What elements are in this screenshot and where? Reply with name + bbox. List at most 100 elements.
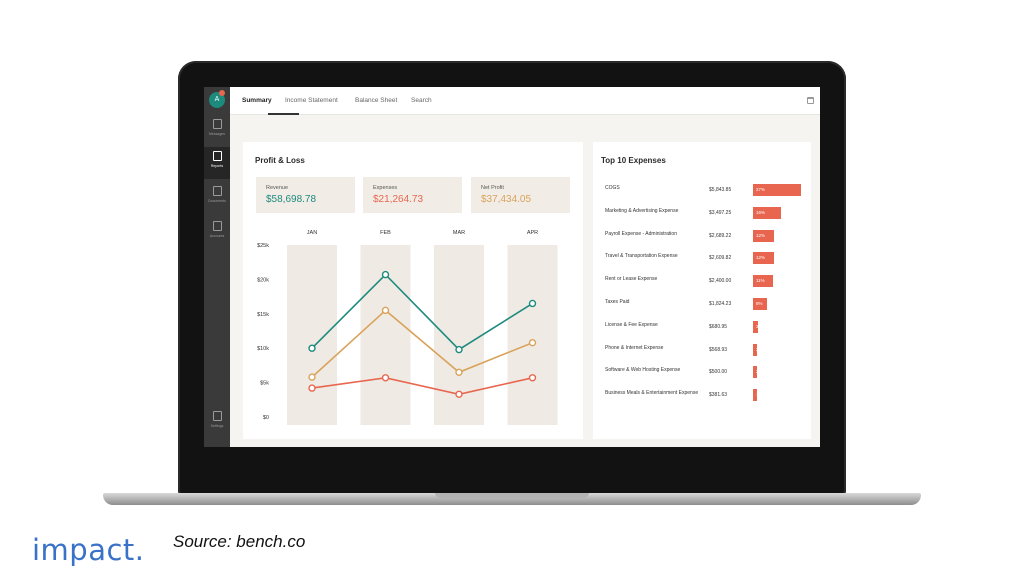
expense-amount: $500.00 <box>709 369 728 376</box>
y-tick-label: $15k <box>257 312 269 318</box>
kpi-net-profit: Net Profit $37,434.05 <box>471 177 570 213</box>
expense-percent-bar: 12% <box>753 252 775 265</box>
reports-icon <box>212 151 222 161</box>
expense-label: Payroll Expense - Administration <box>605 230 677 237</box>
data-point[interactable] <box>455 390 463 398</box>
expense-percent-bar: 2% <box>753 366 763 379</box>
sidebar-item-label: Messages <box>209 132 225 136</box>
kpi-expenses-label: Expenses <box>373 185 398 191</box>
sidebar-item-messages[interactable]: Messages <box>204 115 230 147</box>
y-tick-label: $10k <box>257 346 269 352</box>
expense-percent-bar: 11% <box>753 275 773 288</box>
kpi-expenses-value: $21,264.73 <box>373 194 424 205</box>
expense-amount: $2,400.00 <box>709 278 732 285</box>
expense-amount: $1,824.23 <box>709 301 732 307</box>
accounts-icon <box>212 221 222 231</box>
series-line-2 <box>311 376 533 396</box>
kpi-revenue-label: Revenue <box>266 185 289 191</box>
top-expenses-title: Top 10 Expenses <box>601 156 666 165</box>
top-tab-bar: Summary Income Statement Balance Sheet S… <box>230 87 820 115</box>
expense-amount: $2,609.82 <box>709 255 732 262</box>
calendar-icon[interactable] <box>807 97 814 104</box>
laptop-screen: A Messages Reports Documents Accounts Settin… <box>204 87 820 447</box>
expense-label: Phone & Internet Expense <box>605 344 664 351</box>
month-column <box>287 245 337 425</box>
expense-label: COGS <box>605 185 620 191</box>
tab-summary[interactable]: Summary <box>242 97 272 104</box>
expense-percent-bar: 1% <box>753 389 763 402</box>
x-tick-label: APR <box>527 230 538 236</box>
laptop-base <box>103 493 921 505</box>
expense-amount: $381.63 <box>709 392 728 399</box>
expense-percent-bar: 3% <box>753 320 763 333</box>
sidebar-item-accounts[interactable]: Accounts <box>204 217 230 249</box>
user-avatar[interactable]: A <box>209 92 225 108</box>
laptop-notch <box>435 493 589 498</box>
sidebar-item-label: Reports <box>210 164 224 168</box>
tab-income-statement[interactable]: Income Statement <box>285 97 338 104</box>
kpi-net-profit-label: Net Profit <box>481 185 504 191</box>
data-point[interactable] <box>528 374 537 382</box>
x-tick-label: MAR <box>453 230 465 236</box>
y-tick-label: $5k <box>260 381 269 387</box>
notification-dot <box>219 90 225 96</box>
data-point[interactable] <box>381 374 390 382</box>
app-sidebar: A Messages Reports Documents Accounts Settin… <box>204 87 230 447</box>
month-column <box>507 245 558 425</box>
profit-loss-chart: JAN FEB MAR APR $25k $20k $15k $10k $5k $0 <box>257 230 558 425</box>
month-column <box>434 245 484 425</box>
data-point[interactable] <box>528 299 537 308</box>
active-tab-indicator <box>268 113 299 115</box>
sidebar-item-label: Documents <box>208 199 226 203</box>
expense-amount: $2,689.22 <box>709 232 732 239</box>
sidebar-item-label: Settings <box>210 424 224 428</box>
expense-label: License & Fee Expense <box>605 321 658 328</box>
documents-icon <box>212 186 222 196</box>
data-point[interactable] <box>381 270 390 279</box>
expense-percent-bar: 27% <box>753 184 801 196</box>
expense-label: Rent or Lease Expense <box>605 276 658 283</box>
expense-label: Business Meals & Entertainment Expense <box>605 390 699 397</box>
data-point[interactable] <box>308 344 316 352</box>
data-point[interactable] <box>381 306 390 315</box>
settings-icon <box>212 411 222 421</box>
expense-percent-bar: 16% <box>753 206 782 219</box>
source-caption: Source: bench.co <box>173 532 306 551</box>
y-tick-label: $25k <box>257 243 269 249</box>
expense-label: Marketing & Advertising Expense <box>605 207 679 214</box>
data-point[interactable] <box>308 373 316 381</box>
expense-percent-bar: 2% <box>753 343 763 356</box>
sidebar-item-settings[interactable]: Settings <box>204 407 230 439</box>
profit-loss-card: Profit & Loss Revenue $58,698.78 Expense… <box>243 142 583 439</box>
kpi-expenses: Expenses $21,264.73 <box>363 177 462 213</box>
expense-percent-bar: 12% <box>753 229 775 242</box>
data-point[interactable] <box>455 345 463 354</box>
expense-label: Taxes Paid <box>605 299 630 305</box>
series-line-0 <box>311 273 533 351</box>
expense-label: Travel & Transportation Expense <box>605 253 678 260</box>
data-point[interactable] <box>308 384 316 392</box>
expense-amount: $568.93 <box>709 346 728 353</box>
impact-logo: impact. <box>32 533 145 567</box>
kpi-revenue-value: $58,698.78 <box>266 194 317 205</box>
expense-amount: $680.95 <box>709 323 728 330</box>
series-line-1 <box>311 309 533 378</box>
tab-balance-sheet[interactable]: Balance Sheet <box>355 97 398 104</box>
sidebar-item-label: Accounts <box>209 234 225 238</box>
y-tick-label: $0 <box>263 415 269 421</box>
expense-percent-bar: 8% <box>753 298 768 310</box>
top-expenses-card: Top 10 Expenses COGS $5,843.85 27% Marketin… <box>593 142 811 439</box>
tab-search[interactable]: Search <box>411 97 432 104</box>
messages-icon <box>212 119 222 129</box>
x-tick-label: JAN <box>307 230 317 236</box>
expense-amount: $5,843.85 <box>709 187 732 193</box>
sidebar-item-reports[interactable]: Reports <box>204 147 230 179</box>
expense-amount: $3,497.25 <box>709 209 732 216</box>
sidebar-item-documents[interactable]: Documents <box>204 182 230 214</box>
data-point[interactable] <box>528 338 537 347</box>
x-tick-label: FEB <box>380 230 391 236</box>
data-point[interactable] <box>455 368 463 376</box>
kpi-net-profit-value: $37,434.05 <box>481 194 532 205</box>
expense-label: Software & Web Hosting Expense <box>605 367 681 374</box>
